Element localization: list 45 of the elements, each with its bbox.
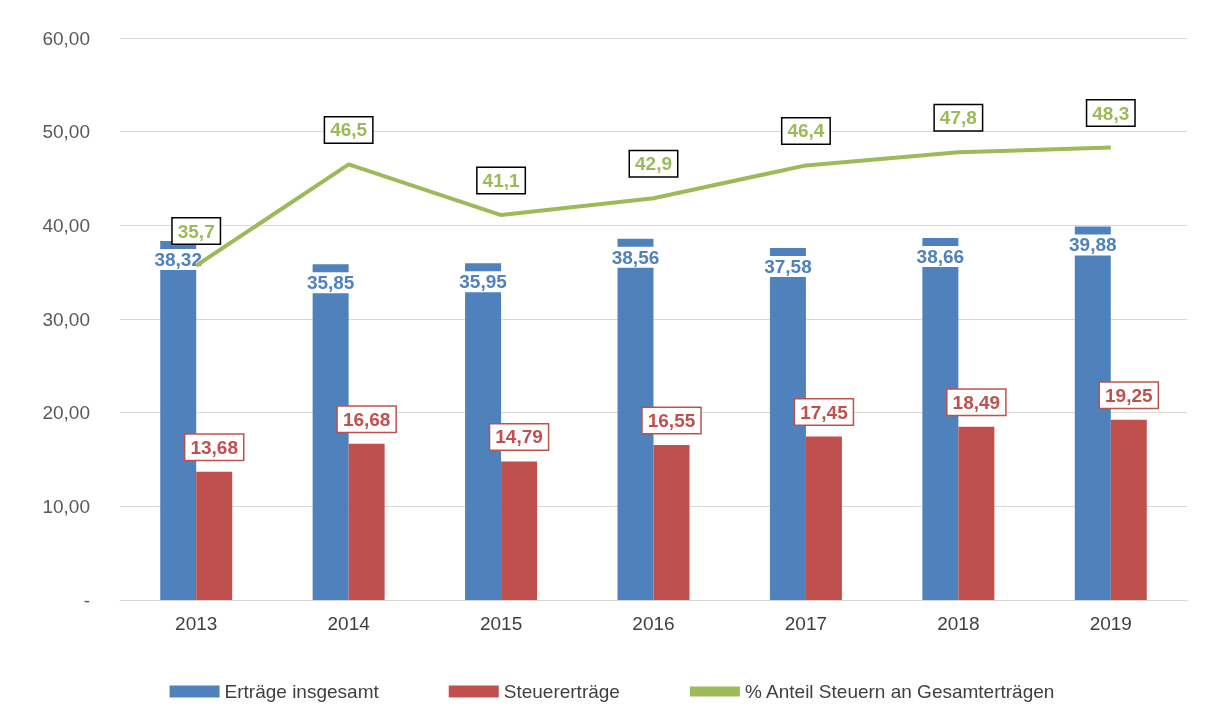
x-tick-label: 2016: [632, 613, 675, 634]
y-tick-label: 30,00: [42, 308, 90, 330]
data-label: 47,8: [939, 107, 977, 129]
data-label: 38,56: [611, 246, 660, 268]
legend-label: % Anteil Steuern an Gesamterträgen: [744, 681, 1055, 702]
bar: [1110, 419, 1147, 600]
x-tick-label: 2014: [327, 613, 371, 634]
x-tick-label: 2015: [479, 613, 523, 634]
data-label: 37,58: [764, 256, 812, 277]
data-label: 35,85: [306, 272, 355, 294]
data-label: 16,68: [342, 408, 391, 430]
data-label: 35,95: [459, 271, 508, 293]
data-label: 38,66: [916, 245, 965, 267]
data-label: 18,49: [952, 391, 1001, 413]
bar: [348, 443, 385, 600]
data-label: 19,25: [1105, 384, 1153, 406]
bar: [653, 444, 690, 600]
data-label: 35,7: [177, 220, 215, 242]
data-label: 48,3: [1092, 102, 1130, 124]
bar: [805, 436, 842, 600]
data-label: 46,5: [330, 119, 368, 141]
data-label: 16,55: [647, 409, 696, 431]
data-label: 38,32: [154, 249, 202, 271]
data-label: 41,1: [482, 170, 520, 192]
data-label: 17,45: [800, 401, 849, 423]
data-label: 42,9: [635, 153, 672, 175]
y-tick-label: 60,00: [42, 27, 90, 49]
y-tick-label: -: [83, 589, 90, 611]
data-label: 13,68: [190, 436, 238, 458]
y-tick-label: 50,00: [42, 121, 90, 143]
legend-label: Erträge insgesamt: [224, 681, 380, 702]
y-tick-label: 40,00: [42, 214, 90, 236]
legend-label: Steuererträge: [503, 681, 620, 702]
y-tick-label: 10,00: [42, 495, 90, 517]
bar: [958, 426, 995, 600]
bar: [501, 461, 538, 600]
y-tick-label: 20,00: [42, 402, 90, 424]
x-tick-label: 2013: [175, 613, 218, 634]
data-label: 46,4: [787, 120, 825, 142]
x-tick-label: 2019: [1089, 613, 1132, 634]
data-label: 14,79: [495, 426, 543, 448]
x-tick-label: 2017: [784, 613, 828, 634]
data-label: 39,88: [1069, 234, 1117, 256]
x-tick-label: 2018: [937, 613, 980, 634]
bar: [196, 471, 233, 600]
